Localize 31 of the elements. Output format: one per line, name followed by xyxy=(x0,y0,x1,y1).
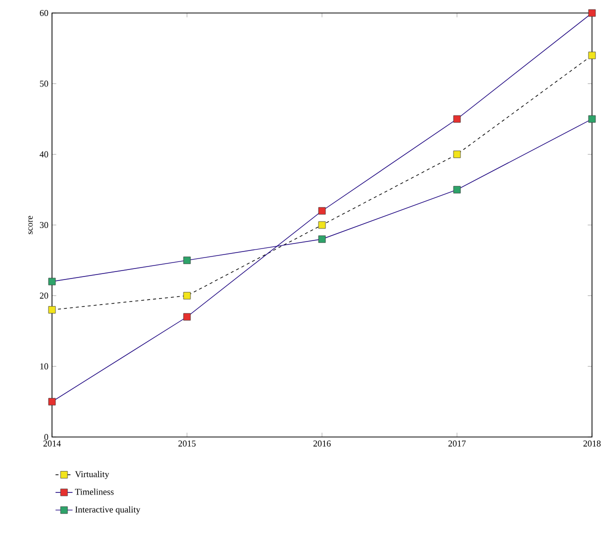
y-tick-label: 60 xyxy=(40,10,48,16)
point xyxy=(183,256,191,264)
point xyxy=(48,398,56,406)
x-tick-label: 2015 xyxy=(178,440,196,447)
point xyxy=(588,9,596,17)
y-tick-label: 0 xyxy=(44,434,48,440)
x-tick-label: 2018 xyxy=(583,440,601,447)
y-tick-label: 50 xyxy=(40,80,48,87)
y-tick-label: 40 xyxy=(40,151,48,158)
x-tick-label: 2017 xyxy=(448,440,466,447)
legend-label: Timeliness xyxy=(75,488,114,495)
point xyxy=(183,313,191,321)
point xyxy=(453,115,461,123)
y-tick-label: 30 xyxy=(40,222,48,228)
y-axis-title: score xyxy=(28,216,33,234)
y-tick-label: 10 xyxy=(40,363,48,370)
point xyxy=(318,207,326,215)
legend-label: Interactive quality xyxy=(75,506,140,514)
y-tick-label: 20 xyxy=(40,292,48,299)
x-tick-label: 2014 xyxy=(43,440,61,447)
point xyxy=(318,235,326,243)
point xyxy=(453,150,461,158)
point xyxy=(453,186,461,194)
x-tick-label: 2016 xyxy=(313,440,331,447)
point xyxy=(588,52,596,60)
point xyxy=(318,221,326,229)
point xyxy=(183,292,191,300)
point xyxy=(48,278,56,286)
point xyxy=(48,306,56,314)
point xyxy=(588,115,596,123)
legend-label: Virtuality xyxy=(74,470,110,480)
